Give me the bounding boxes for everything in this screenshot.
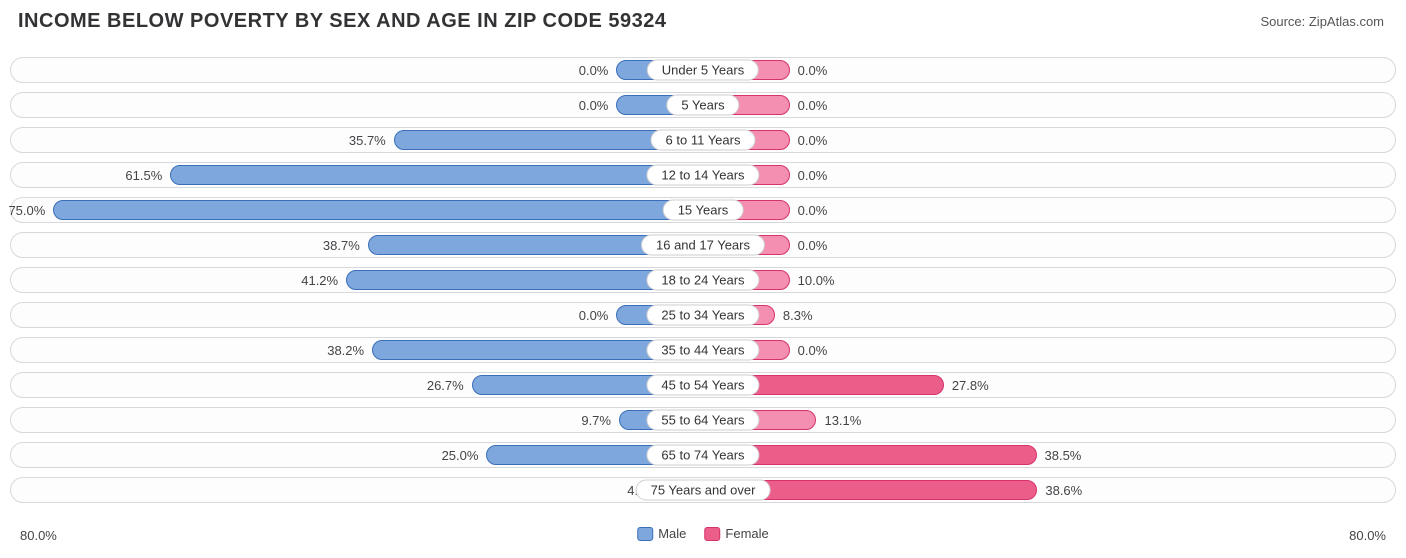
chart-row: 0.0% 0.0% Under 5 Years (10, 54, 1396, 86)
chart-row: 35.7% 0.0% 6 to 11 Years (10, 124, 1396, 156)
legend: Male Female (637, 526, 769, 541)
male-value-label: 61.5% (110, 159, 170, 191)
female-value-label: 38.6% (1037, 474, 1097, 506)
source-attribution: Source: ZipAtlas.com (1260, 14, 1384, 29)
chart-row: 75.0%0.0%15 Years (10, 194, 1396, 226)
category-label: 15 Years (663, 200, 744, 221)
male-value-label: 26.7% (412, 369, 472, 401)
axis-footer: 80.0% 80.0% Male Female (10, 526, 1396, 550)
male-value-label: 0.0% (556, 54, 616, 86)
legend-female: Female (704, 526, 768, 541)
category-label: 75 Years and over (636, 480, 771, 501)
chart-row: 38.2% 0.0% 35 to 44 Years (10, 334, 1396, 366)
category-label: 6 to 11 Years (651, 130, 756, 151)
category-label: 25 to 34 Years (646, 305, 759, 326)
category-label: 16 and 17 Years (641, 235, 765, 256)
female-value-label: 13.1% (816, 404, 876, 436)
male-value-label: 0.0% (556, 299, 616, 331)
category-label: 55 to 64 Years (646, 410, 759, 431)
male-value-label: 0.0% (556, 89, 616, 121)
category-label: Under 5 Years (647, 60, 759, 81)
male-value-label: 9.7% (559, 404, 619, 436)
category-label: 18 to 24 Years (646, 270, 759, 291)
female-value-label: 27.8% (944, 369, 1004, 401)
male-bar (53, 200, 703, 220)
chart-row: 41.2% 10.0% 18 to 24 Years (10, 264, 1396, 296)
axis-right-max: 80.0% (1349, 528, 1386, 543)
female-swatch-icon (704, 527, 720, 541)
male-value-label: 75.0% (0, 194, 53, 226)
chart-row: 61.5% 0.0% 12 to 14 Years (10, 159, 1396, 191)
male-value-label: 38.2% (312, 334, 372, 366)
male-bar (170, 165, 703, 185)
female-value-label: 0.0% (790, 89, 850, 121)
legend-male: Male (637, 526, 686, 541)
chart-row: 0.0% 8.3% 25 to 34 Years (10, 299, 1396, 331)
axis-left-max: 80.0% (20, 528, 57, 543)
category-label: 45 to 54 Years (646, 375, 759, 396)
chart-row: 25.0% 38.5% 65 to 74 Years (10, 439, 1396, 471)
male-swatch-icon (637, 527, 653, 541)
female-value-label: 0.0% (790, 334, 850, 366)
female-value-label: 0.0% (790, 194, 850, 226)
category-label: 65 to 74 Years (646, 445, 759, 466)
female-value-label: 0.0% (790, 124, 850, 156)
chart-title: INCOME BELOW POVERTY BY SEX AND AGE IN Z… (18, 10, 667, 33)
male-value-label: 41.2% (286, 264, 346, 296)
female-value-label: 38.5% (1037, 439, 1097, 471)
category-label: 5 Years (666, 95, 739, 116)
male-value-label: 38.7% (308, 229, 368, 261)
female-value-label: 0.0% (790, 159, 850, 191)
category-label: 35 to 44 Years (646, 340, 759, 361)
chart-row: 4.4%38.6%75 Years and over (10, 474, 1396, 506)
female-value-label: 10.0% (790, 264, 850, 296)
chart-row: 26.7% 27.8% 45 to 54 Years (10, 369, 1396, 401)
female-value-label: 0.0% (790, 54, 850, 86)
female-value-label: 0.0% (790, 229, 850, 261)
chart-row: 9.7% 13.1% 55 to 64 Years (10, 404, 1396, 436)
chart-row: 0.0% 0.0% 5 Years (10, 89, 1396, 121)
male-value-label: 25.0% (426, 439, 486, 471)
legend-male-label: Male (658, 526, 686, 541)
male-value-label: 35.7% (334, 124, 394, 156)
category-label: 12 to 14 Years (646, 165, 759, 186)
legend-female-label: Female (725, 526, 768, 541)
chart-area: 0.0%0.0%Under 5 Years0.0%0.0%5 Years35.7… (10, 54, 1396, 518)
female-value-label: 8.3% (775, 299, 835, 331)
chart-row: 38.7% 0.0% 16 and 17 Years (10, 229, 1396, 261)
